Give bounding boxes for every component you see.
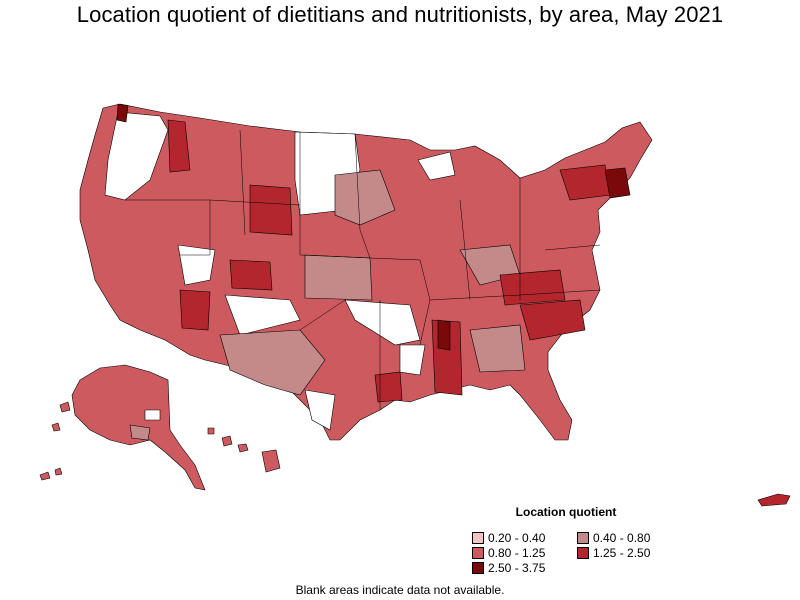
legend-item-2-50-3-75: 2.50 - 3.75 <box>472 561 545 575</box>
region-new-england <box>604 167 631 199</box>
hawaii-island-2 <box>221 435 233 447</box>
legend-title: Location quotient <box>515 505 617 519</box>
region-louisiana <box>374 371 403 403</box>
region-washington-north <box>116 103 129 123</box>
hawaii-island-4 <box>261 449 281 473</box>
legend-item-0-20-0-40: 0.20 - 0.40 <box>472 531 545 545</box>
blank-area-texas-south <box>304 389 336 431</box>
blank-area-southwest <box>224 294 301 336</box>
footnote: Blank areas indicate data not available. <box>295 583 505 597</box>
hawaii-island-3 <box>237 443 249 453</box>
legend-label: 0.80 - 1.25 <box>488 546 546 560</box>
region-wyoming <box>249 184 293 236</box>
region-idaho <box>167 119 191 173</box>
legend-label: 0.20 - 0.40 <box>488 531 546 545</box>
state-border-lines <box>125 129 601 410</box>
contiguous-us <box>79 103 653 441</box>
region-colorado-west <box>229 259 273 291</box>
legend-label: 1.25 - 2.50 <box>593 546 651 560</box>
blank-area-oklahoma <box>344 299 421 346</box>
legend-swatch <box>472 546 484 559</box>
region-minnesota <box>334 169 396 226</box>
legend-swatch <box>472 531 484 544</box>
region-georgia <box>469 324 526 373</box>
legend-swatch <box>577 531 589 544</box>
alaska-blank <box>144 409 161 421</box>
puerto-rico <box>757 493 791 507</box>
region-appalachia <box>499 269 566 306</box>
map-title: Location quotient of dietitians and nutr… <box>76 2 724 27</box>
puerto-rico-shape <box>757 493 791 507</box>
blank-area-michigan <box>417 151 456 181</box>
legend-label: 2.50 - 3.75 <box>488 561 546 575</box>
legend-swatch <box>472 561 484 574</box>
region-arizona <box>179 289 211 331</box>
legend-item-0-80-1-25: 0.80 - 1.25 <box>472 546 545 560</box>
blank-area-northwest <box>104 111 169 201</box>
hawaii <box>207 427 281 473</box>
hawaii-island-1 <box>207 427 215 435</box>
region-mississippi-north <box>437 319 451 351</box>
legend-swatch <box>577 546 589 559</box>
region-carolinas <box>519 299 586 341</box>
alaska-region <box>129 424 151 441</box>
region-kansas <box>304 254 373 301</box>
blank-area-south <box>399 344 426 376</box>
alaska-islands <box>39 401 71 481</box>
legend-item-1-25-2-50: 1.25 - 2.50 <box>577 546 650 560</box>
legend-label: 0.40 - 0.80 <box>593 531 651 545</box>
alaska <box>39 364 206 491</box>
legend-item-0-40-0-80: 0.40 - 0.80 <box>577 531 650 545</box>
